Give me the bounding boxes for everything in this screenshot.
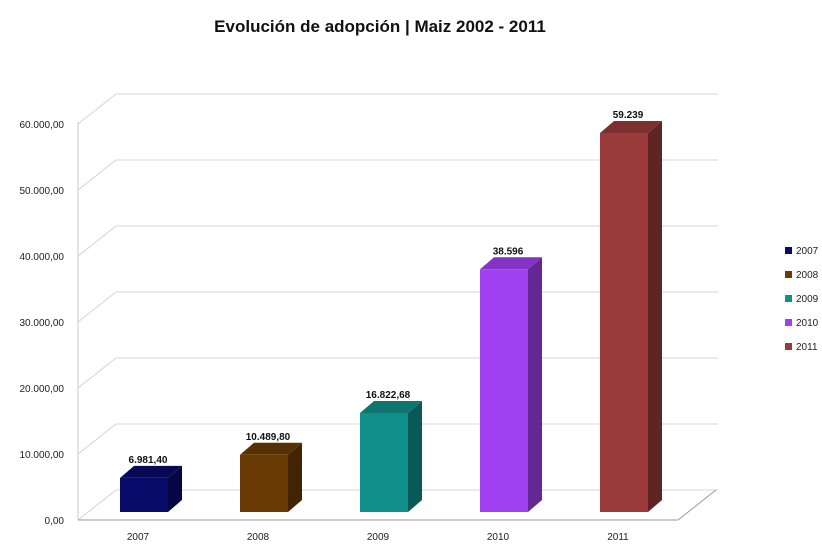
bar-top (360, 400, 422, 413)
bar-side (288, 442, 302, 512)
bar-top (600, 121, 662, 134)
data-label: 59.239 (613, 110, 644, 121)
gridline-side (77, 291, 117, 323)
bar-front (240, 454, 288, 512)
gridline-side (77, 93, 117, 125)
x-tick-label: 2009 (367, 532, 390, 543)
bar-side (168, 465, 182, 512)
bar (360, 400, 422, 512)
x-tick-label: 2011 (607, 532, 629, 543)
gridline-side (77, 159, 117, 191)
x-tick-label: 2010 (487, 532, 510, 543)
chart-title: Evolución de adopción | Maiz 2002 - 2011 (214, 17, 546, 36)
data-label: 6.981,40 (129, 455, 168, 466)
bar (240, 442, 302, 512)
y-tick-label: 0,00 (45, 516, 65, 527)
y-tick-label: 60.000,00 (20, 120, 65, 131)
data-label: 38.596 (493, 246, 524, 257)
bars-layer (120, 121, 662, 513)
y-tick-label: 50.000,00 (20, 186, 65, 197)
bar-front (120, 477, 168, 512)
legend-label: 2007 (796, 246, 819, 257)
legend-label: 2008 (796, 270, 819, 281)
gridline-side (77, 357, 117, 389)
legend-label: 2010 (796, 318, 819, 329)
legend-label: 2009 (796, 294, 819, 305)
legend-label: 2011 (796, 342, 818, 353)
axis-layer: 0,00 10.000,00 20.000,00 30.000,00 40.000,00… (20, 120, 717, 527)
gridline-side (77, 423, 117, 455)
legend-swatch (785, 319, 792, 326)
legend-swatch (785, 247, 792, 254)
gridline-side (77, 489, 117, 521)
legend-swatch (785, 295, 792, 302)
y-tick-label: 40.000,00 (20, 252, 65, 263)
data-label: 10.489,80 (246, 432, 291, 443)
bar (480, 257, 542, 512)
y-tick-label: 30.000,00 (20, 318, 65, 329)
legend-swatch (785, 271, 792, 278)
labels-layer: 6.981,40 2007 10.489,80 2008 16.822,68 2009 38… (127, 110, 644, 543)
x-tick-label: 2008 (247, 532, 270, 543)
bar-top (480, 257, 542, 270)
bar-top (120, 465, 182, 478)
x-tick-label: 2007 (127, 532, 150, 543)
bar-side (408, 400, 422, 512)
bar-front (360, 412, 408, 512)
bar-front (600, 133, 648, 513)
data-label: 16.822,68 (366, 390, 411, 401)
bar-side (528, 257, 542, 512)
floor-edge (677, 489, 717, 521)
bar (120, 465, 182, 512)
bar-front (480, 269, 528, 512)
bar (600, 121, 662, 513)
bar-side (648, 121, 662, 513)
legend: 2007 2008 2009 2010 2011 (785, 246, 819, 353)
y-tick-label: 20.000,00 (20, 384, 65, 395)
legend-swatch (785, 343, 792, 350)
gridline-side (77, 225, 117, 257)
bar-top (240, 442, 302, 455)
y-tick-label: 10.000,00 (20, 450, 65, 461)
